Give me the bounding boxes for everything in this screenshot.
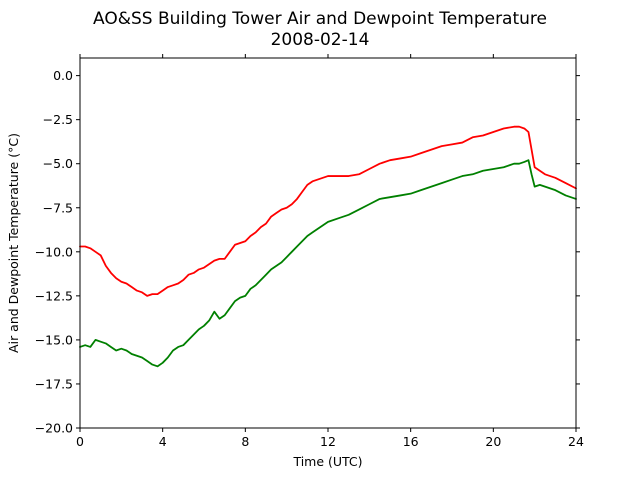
- plot-frame: [79, 57, 577, 429]
- chart-title: AO&SS Building Tower Air and Dewpoint Te…: [93, 9, 547, 29]
- series-line-2: [79, 159, 577, 368]
- y-tick-label: −15.0: [35, 332, 73, 347]
- y-tick-label: −5.0: [43, 156, 73, 171]
- y-tick-label: −2.5: [43, 112, 73, 127]
- x-axis-label: Time (UTC): [292, 454, 362, 469]
- y-axis: 0.0 −2.5 −5.0 −7.5 −10.0 −12.5 −15.0 −17.5 −20.0: [35, 68, 580, 436]
- y-tick-label: 0.0: [53, 68, 73, 83]
- chart-subtitle: 2008-02-14: [271, 30, 370, 50]
- x-tick-label: 24: [568, 434, 584, 449]
- x-axis: 0 4 8 12 16 20 24: [76, 54, 584, 449]
- series-layer: [79, 125, 577, 368]
- y-tick-label: −7.5: [43, 200, 73, 215]
- x-tick-label: 0: [76, 434, 84, 449]
- y-tick-label: −12.5: [35, 288, 73, 303]
- y-axis-label: Air and Dewpoint Temperature (°C): [6, 133, 21, 353]
- x-tick-label: 16: [403, 434, 419, 449]
- x-tick-label: 8: [241, 434, 249, 449]
- x-tick-label: 12: [320, 434, 336, 449]
- series-line-1: [79, 125, 577, 297]
- x-tick-label: 20: [485, 434, 501, 449]
- y-tick-label: −20.0: [35, 421, 73, 436]
- x-tick-label: 4: [159, 434, 167, 449]
- y-tick-label: −17.5: [35, 376, 73, 391]
- y-tick-label: −10.0: [35, 244, 73, 259]
